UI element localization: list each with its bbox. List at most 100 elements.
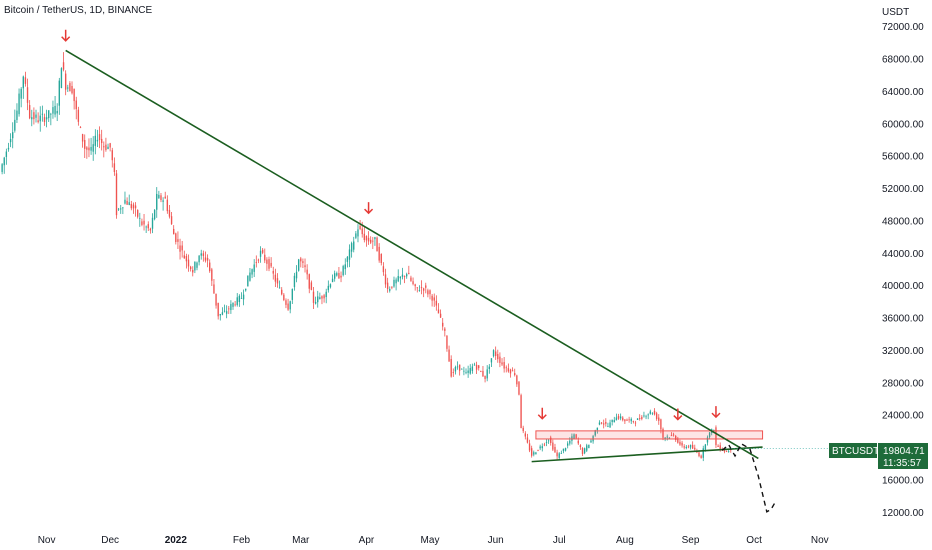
candle-body xyxy=(264,254,266,261)
candle-body xyxy=(177,239,179,242)
candle-body xyxy=(636,418,639,420)
candle-body xyxy=(64,73,67,90)
candle-body xyxy=(708,432,711,438)
candle-body xyxy=(560,453,563,454)
time-tick-label: Mar xyxy=(292,535,310,546)
candle-body xyxy=(482,370,484,377)
candle-body xyxy=(535,452,537,455)
price-tick-label: 44000.00 xyxy=(882,249,924,260)
candle-body xyxy=(583,448,586,454)
candle-body xyxy=(52,107,54,114)
candle-body xyxy=(687,446,690,448)
candle-body xyxy=(433,297,435,301)
candle-body xyxy=(117,208,120,210)
price-badge[interactable]: BTCUSDT 19804.71 11:35:57 xyxy=(829,443,928,469)
candle-body xyxy=(681,442,683,446)
candle-body xyxy=(192,269,194,273)
candle-body xyxy=(33,112,35,120)
candle-body xyxy=(715,427,717,446)
candle-body xyxy=(395,279,397,284)
time-tick-label: Dec xyxy=(101,535,119,546)
candle-body xyxy=(393,279,395,287)
candles-layer xyxy=(1,52,732,462)
candle-body xyxy=(168,209,171,217)
candle-body xyxy=(312,291,315,303)
candle-body xyxy=(39,115,41,122)
candle-body xyxy=(719,445,721,450)
candle-body xyxy=(600,422,603,424)
candle-body xyxy=(90,146,92,151)
candle-body xyxy=(507,368,510,372)
candle-body xyxy=(283,294,285,301)
time-tick-label: Nov xyxy=(38,535,56,546)
candle-body xyxy=(475,364,478,370)
candle-body xyxy=(221,312,224,315)
candle-body xyxy=(329,284,332,288)
candle-body xyxy=(581,448,584,454)
candle-body xyxy=(111,150,113,161)
candle-body xyxy=(35,114,37,118)
candle-body xyxy=(579,445,582,448)
candle-body xyxy=(439,313,442,318)
candle-body xyxy=(1,164,3,172)
time-axis[interactable]: Nov Dec 2022 Feb Mar Apr May Jun Jul Aug Sep Oct Nov xyxy=(38,535,829,546)
candle-body xyxy=(727,451,730,453)
down-arrow-head xyxy=(364,208,374,215)
time-tick-label: Jun xyxy=(488,535,504,546)
candle-body xyxy=(488,366,490,370)
candle-body xyxy=(79,127,82,128)
candle-body xyxy=(679,441,681,445)
time-tick-label: Feb xyxy=(233,535,251,546)
candle-body xyxy=(543,444,546,446)
candle-body xyxy=(501,362,503,365)
candle-body xyxy=(84,140,86,149)
candle-body xyxy=(675,435,677,440)
candle-body xyxy=(480,371,482,372)
candle-body xyxy=(24,77,27,84)
candle-body xyxy=(588,444,590,449)
candle-body xyxy=(526,437,529,443)
candle-body xyxy=(382,266,385,273)
candle-body xyxy=(615,417,618,421)
candle-body xyxy=(295,271,298,279)
candle-body xyxy=(336,273,338,276)
candle-body xyxy=(416,287,418,289)
candle-body xyxy=(505,367,507,369)
candle-body xyxy=(300,258,302,262)
candle-body xyxy=(689,444,692,448)
candle-body xyxy=(75,100,77,110)
candle-body xyxy=(109,143,111,148)
symbol-badge xyxy=(829,443,877,458)
candle-body xyxy=(626,419,628,421)
candle-body xyxy=(50,113,52,115)
candle-body xyxy=(437,309,440,314)
candle-body xyxy=(497,354,499,360)
candle-body xyxy=(289,301,291,310)
candle-body xyxy=(247,275,249,287)
price-axis[interactable]: 12000.0016000.0020000.0024000.0028000.00… xyxy=(882,22,924,519)
candle-body xyxy=(672,434,675,436)
candle-body xyxy=(92,144,94,152)
candle-body xyxy=(319,297,321,299)
candle-body xyxy=(702,448,704,458)
candle-body xyxy=(562,448,565,452)
candle-body xyxy=(611,419,613,423)
candle-body xyxy=(528,443,531,451)
candle-body xyxy=(374,237,376,240)
candle-body xyxy=(410,277,412,281)
candle-body xyxy=(225,311,228,314)
candle-body xyxy=(86,147,88,150)
candle-body xyxy=(450,359,452,377)
candle-body xyxy=(245,288,247,291)
candle-body xyxy=(359,225,361,229)
candle-body xyxy=(26,87,29,103)
price-tick-label: 40000.00 xyxy=(882,281,924,292)
candle-body xyxy=(105,144,107,151)
candle-body xyxy=(115,173,118,216)
candle-body xyxy=(547,440,550,442)
candle-body xyxy=(564,448,567,451)
candle-body xyxy=(399,276,402,279)
last-price-label: 19804.71 xyxy=(883,446,925,457)
candle-body xyxy=(634,422,637,424)
